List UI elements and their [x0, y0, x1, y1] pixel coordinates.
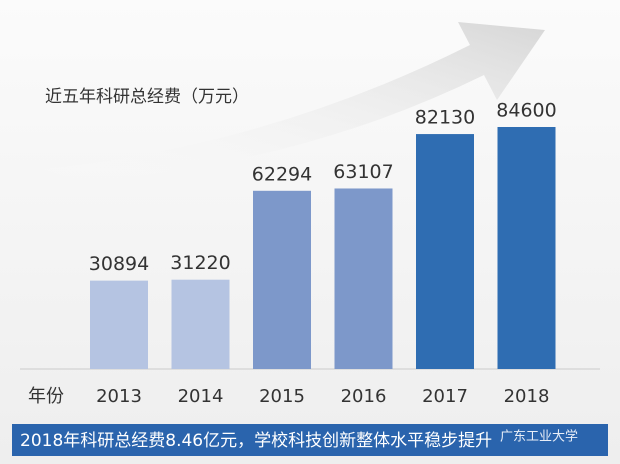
- value-label: 63107: [333, 161, 393, 183]
- footer-text: 2018年科研总经费8.46亿元，学校科技创新整体水平稳步提升: [20, 431, 492, 451]
- bar: [253, 190, 311, 369]
- x-tick-label: 2015: [259, 386, 305, 407]
- trend-arrow: [30, 22, 545, 185]
- value-label: 84600: [496, 100, 556, 122]
- chart-title: 近五年科研总经费（万元）: [45, 87, 249, 107]
- bar: [416, 134, 474, 369]
- x-axis-label: 年份: [28, 386, 64, 407]
- bar: [90, 280, 148, 369]
- bar: [171, 279, 230, 369]
- value-label: 31220: [170, 252, 230, 274]
- x-tick-label: 2014: [178, 386, 224, 407]
- value-label: 30894: [89, 253, 149, 275]
- value-label: 62294: [252, 163, 312, 185]
- x-tick-label: 2017: [422, 386, 468, 407]
- bar: [497, 127, 556, 369]
- x-tick-label: 2013: [96, 386, 142, 407]
- bar: [334, 188, 393, 369]
- x-tick-label: 2016: [341, 386, 387, 407]
- value-label: 82130: [415, 107, 475, 129]
- footer-banner: [12, 424, 608, 456]
- watermark: 广东工业大学: [500, 429, 578, 445]
- x-tick-label: 2018: [504, 386, 550, 407]
